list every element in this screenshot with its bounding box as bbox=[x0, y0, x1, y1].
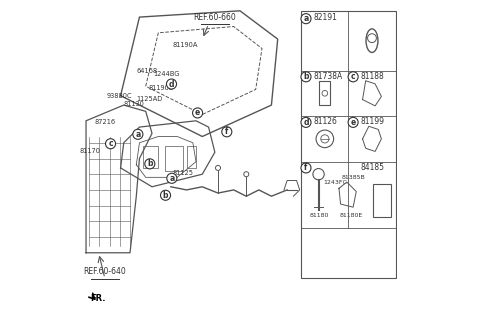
Text: a: a bbox=[303, 14, 309, 23]
Text: 1243FC: 1243FC bbox=[323, 179, 347, 184]
Circle shape bbox=[301, 14, 311, 24]
Text: 81180E: 81180E bbox=[340, 213, 363, 217]
Text: 81126: 81126 bbox=[314, 117, 338, 126]
Text: 81180: 81180 bbox=[309, 213, 328, 217]
Circle shape bbox=[192, 108, 203, 118]
Circle shape bbox=[167, 173, 177, 183]
Circle shape bbox=[301, 163, 311, 173]
Circle shape bbox=[106, 139, 116, 149]
Text: 81170: 81170 bbox=[79, 148, 100, 154]
Bar bbox=[165, 146, 183, 171]
Bar bbox=[319, 81, 331, 105]
Bar bbox=[143, 146, 158, 168]
Text: c: c bbox=[351, 72, 355, 81]
Text: b: b bbox=[303, 72, 309, 81]
Text: a: a bbox=[135, 130, 141, 139]
Circle shape bbox=[244, 172, 249, 177]
Text: 1125AD: 1125AD bbox=[136, 96, 163, 102]
Circle shape bbox=[301, 72, 311, 82]
Text: 82191: 82191 bbox=[314, 13, 338, 22]
Text: 81190B: 81190B bbox=[149, 85, 174, 91]
Circle shape bbox=[160, 190, 170, 200]
Bar bbox=[301, 11, 396, 278]
Text: b: b bbox=[147, 159, 153, 168]
Circle shape bbox=[167, 79, 177, 89]
Text: 1244BG: 1244BG bbox=[154, 71, 180, 77]
Circle shape bbox=[222, 127, 232, 137]
Text: b: b bbox=[163, 191, 168, 200]
Circle shape bbox=[133, 129, 143, 139]
Text: 84185: 84185 bbox=[361, 163, 385, 172]
Bar bbox=[187, 146, 196, 168]
Text: 81130: 81130 bbox=[124, 100, 144, 107]
Text: e: e bbox=[350, 118, 356, 127]
Text: 81125: 81125 bbox=[172, 170, 193, 176]
Text: a: a bbox=[169, 174, 174, 183]
Text: e: e bbox=[195, 108, 200, 117]
Text: 81199: 81199 bbox=[361, 117, 385, 126]
Text: f: f bbox=[304, 164, 308, 172]
Text: 64168: 64168 bbox=[136, 68, 157, 74]
Text: 87216: 87216 bbox=[95, 120, 116, 125]
Text: FR.: FR. bbox=[90, 294, 105, 303]
Circle shape bbox=[348, 117, 358, 127]
Text: 81188: 81188 bbox=[361, 72, 385, 81]
Text: 81738A: 81738A bbox=[314, 72, 343, 81]
Text: f: f bbox=[225, 127, 228, 136]
Text: 93880C: 93880C bbox=[107, 93, 132, 99]
Text: REF.60-660: REF.60-660 bbox=[193, 13, 236, 22]
Text: 81190A: 81190A bbox=[172, 42, 198, 48]
Circle shape bbox=[301, 117, 311, 127]
Bar bbox=[373, 184, 391, 217]
Text: d: d bbox=[303, 118, 309, 127]
Circle shape bbox=[145, 159, 155, 169]
Text: 81385B: 81385B bbox=[342, 175, 366, 180]
Text: d: d bbox=[169, 80, 174, 88]
Circle shape bbox=[348, 72, 358, 82]
Circle shape bbox=[216, 165, 220, 171]
Text: REF.60-640: REF.60-640 bbox=[84, 267, 126, 276]
Text: c: c bbox=[108, 139, 113, 148]
